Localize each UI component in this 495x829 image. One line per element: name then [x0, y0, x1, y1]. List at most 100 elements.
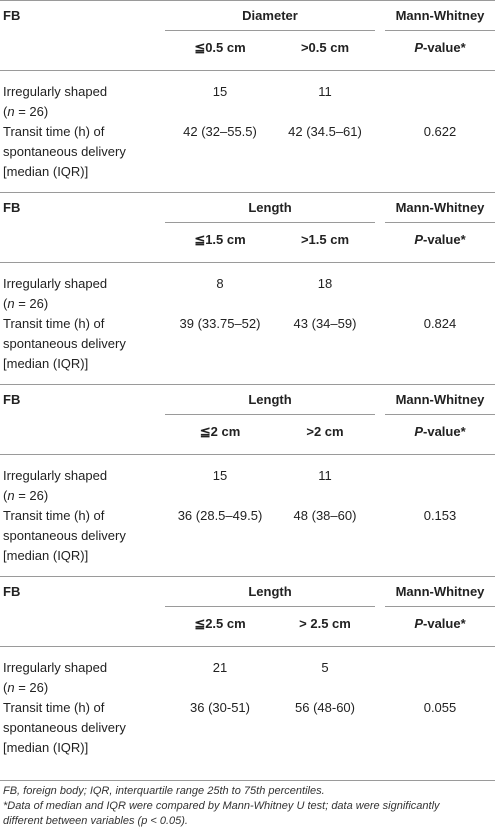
header-rule [0, 70, 495, 71]
p-value-header: P-value* [385, 614, 495, 634]
transit-col2: 48 (38–60) [293, 508, 357, 523]
group-rule [165, 222, 375, 223]
label-irregular-2: (n = 26) [3, 294, 48, 314]
label-n: n [7, 104, 15, 119]
label-irregular-2: (n = 26) [3, 678, 48, 698]
p-value-rest: -value* [423, 232, 466, 247]
label-transit-3: [median (IQR)] [3, 740, 89, 755]
subheader-col2: >2 cm [306, 424, 344, 439]
mann-whitney-header: Mann-Whitney [395, 200, 485, 215]
block-top-rule [0, 0, 495, 1]
label-n: n [7, 296, 15, 311]
p-value-header: P-value* [385, 38, 495, 58]
block-top-rule [0, 576, 495, 577]
header-rule [0, 262, 495, 263]
fb-header: FB [3, 8, 21, 23]
label-transit-1: Transit time (h) of [3, 508, 105, 523]
p-value-rest: -value* [423, 616, 466, 631]
count-col1: 15 [212, 84, 228, 99]
label-irregular-2: (n = 26) [3, 486, 48, 506]
transit-col1: 36 (28.5–49.5) [177, 508, 263, 523]
label-transit-3: [median (IQR)] [3, 356, 89, 371]
label-irregular-2: (n = 26) [3, 102, 48, 122]
subheader-col2: > 2.5 cm [299, 616, 351, 631]
p-value-p: P [414, 424, 424, 439]
p-value-p: P [414, 232, 424, 247]
subheader-col1: ≦2 cm [199, 424, 241, 439]
p-value-rest: -value* [423, 424, 466, 439]
label-paren: ( [3, 104, 8, 119]
p-value: 0.824 [423, 316, 457, 331]
label-n-rest: = 26) [14, 680, 49, 695]
block-top-rule [0, 192, 495, 193]
mann-whitney-header: Mann-Whitney [395, 584, 485, 599]
group-header: Diameter [242, 8, 298, 23]
fb-header: FB [3, 584, 21, 599]
transit-col2: 42 (34.5–61) [288, 124, 362, 139]
footer-rule [0, 780, 495, 781]
label-n-rest: = 26) [14, 104, 49, 119]
subheader-col2: >0.5 cm [300, 40, 350, 55]
count-col2: 5 [321, 660, 329, 675]
label-transit-2: spontaneous delivery [3, 144, 126, 159]
table-block: FB Diameter Mann-Whitney ≦0.5 cm >0.5 cm P-va… [0, 0, 495, 192]
count-col1: 8 [216, 276, 224, 291]
p-value: 0.153 [423, 508, 457, 523]
subheader-col2: >1.5 cm [300, 232, 350, 247]
label-transit-3: [median (IQR)] [3, 548, 89, 563]
label-n-rest: = 26) [14, 488, 49, 503]
label-transit-1: Transit time (h) of [3, 316, 105, 331]
p-value: 0.622 [423, 124, 457, 139]
count-col1: 15 [212, 468, 228, 483]
label-irregular-1: Irregularly shaped [3, 276, 108, 291]
header-rule [0, 454, 495, 455]
group-header: Length [248, 200, 292, 215]
count-col2: 11 [318, 468, 332, 483]
p-value-header: P-value* [385, 422, 495, 442]
group-header: Length [248, 392, 292, 407]
table-block: FB Length Mann-Whitney ≦2 cm >2 cm P-value* Ir… [0, 384, 495, 576]
footnote-abbreviations: FB, foreign body; IQR, interquartile ran… [3, 785, 325, 797]
count-col1: 21 [212, 660, 228, 675]
group-rule [165, 30, 375, 31]
label-transit-2: spontaneous delivery [3, 720, 126, 735]
label-irregular-1: Irregularly shaped [3, 468, 108, 483]
label-n: n [7, 680, 15, 695]
fb-header: FB [3, 392, 21, 407]
mw-rule [385, 30, 495, 31]
label-transit-1: Transit time (h) of [3, 124, 105, 139]
p-value-p: P [414, 616, 424, 631]
footnote-significance: different between variables (p < 0.05). [3, 815, 188, 827]
transit-col2: 43 (34–59) [293, 316, 357, 331]
mw-rule [385, 222, 495, 223]
transit-col1: 42 (32–55.5) [183, 124, 257, 139]
label-paren: ( [3, 296, 8, 311]
group-header: Length [248, 584, 292, 599]
fb-header: FB [3, 200, 21, 215]
label-paren: ( [3, 488, 8, 503]
label-transit-3: [median (IQR)] [3, 164, 89, 179]
mw-rule [385, 606, 495, 607]
p-value-header: P-value* [385, 230, 495, 250]
label-n-rest: = 26) [14, 296, 49, 311]
transit-col1: 39 (33.75–52) [179, 316, 261, 331]
p-value: 0.055 [423, 700, 457, 715]
mann-whitney-header: Mann-Whitney [395, 8, 485, 23]
label-n: n [7, 488, 15, 503]
label-transit-2: spontaneous delivery [3, 528, 126, 543]
p-value-rest: -value* [423, 40, 466, 55]
group-rule [165, 606, 375, 607]
transit-col1: 36 (30-51) [190, 700, 250, 715]
label-transit-1: Transit time (h) of [3, 700, 105, 715]
mann-whitney-header: Mann-Whitney [395, 392, 485, 407]
group-rule [165, 414, 375, 415]
label-irregular-1: Irregularly shaped [3, 84, 108, 99]
p-value-p: P [414, 40, 424, 55]
label-transit-2: spontaneous delivery [3, 336, 126, 351]
subheader-col1: ≦2.5 cm [194, 616, 246, 631]
footnote-test: *Data of median and IQR were compared by… [3, 800, 440, 812]
count-col2: 18 [317, 276, 333, 291]
label-paren: ( [3, 680, 8, 695]
table-block: FB Length Mann-Whitney ≦2.5 cm > 2.5 cm P-val… [0, 576, 495, 768]
subheader-col1: ≦1.5 cm [194, 232, 246, 247]
